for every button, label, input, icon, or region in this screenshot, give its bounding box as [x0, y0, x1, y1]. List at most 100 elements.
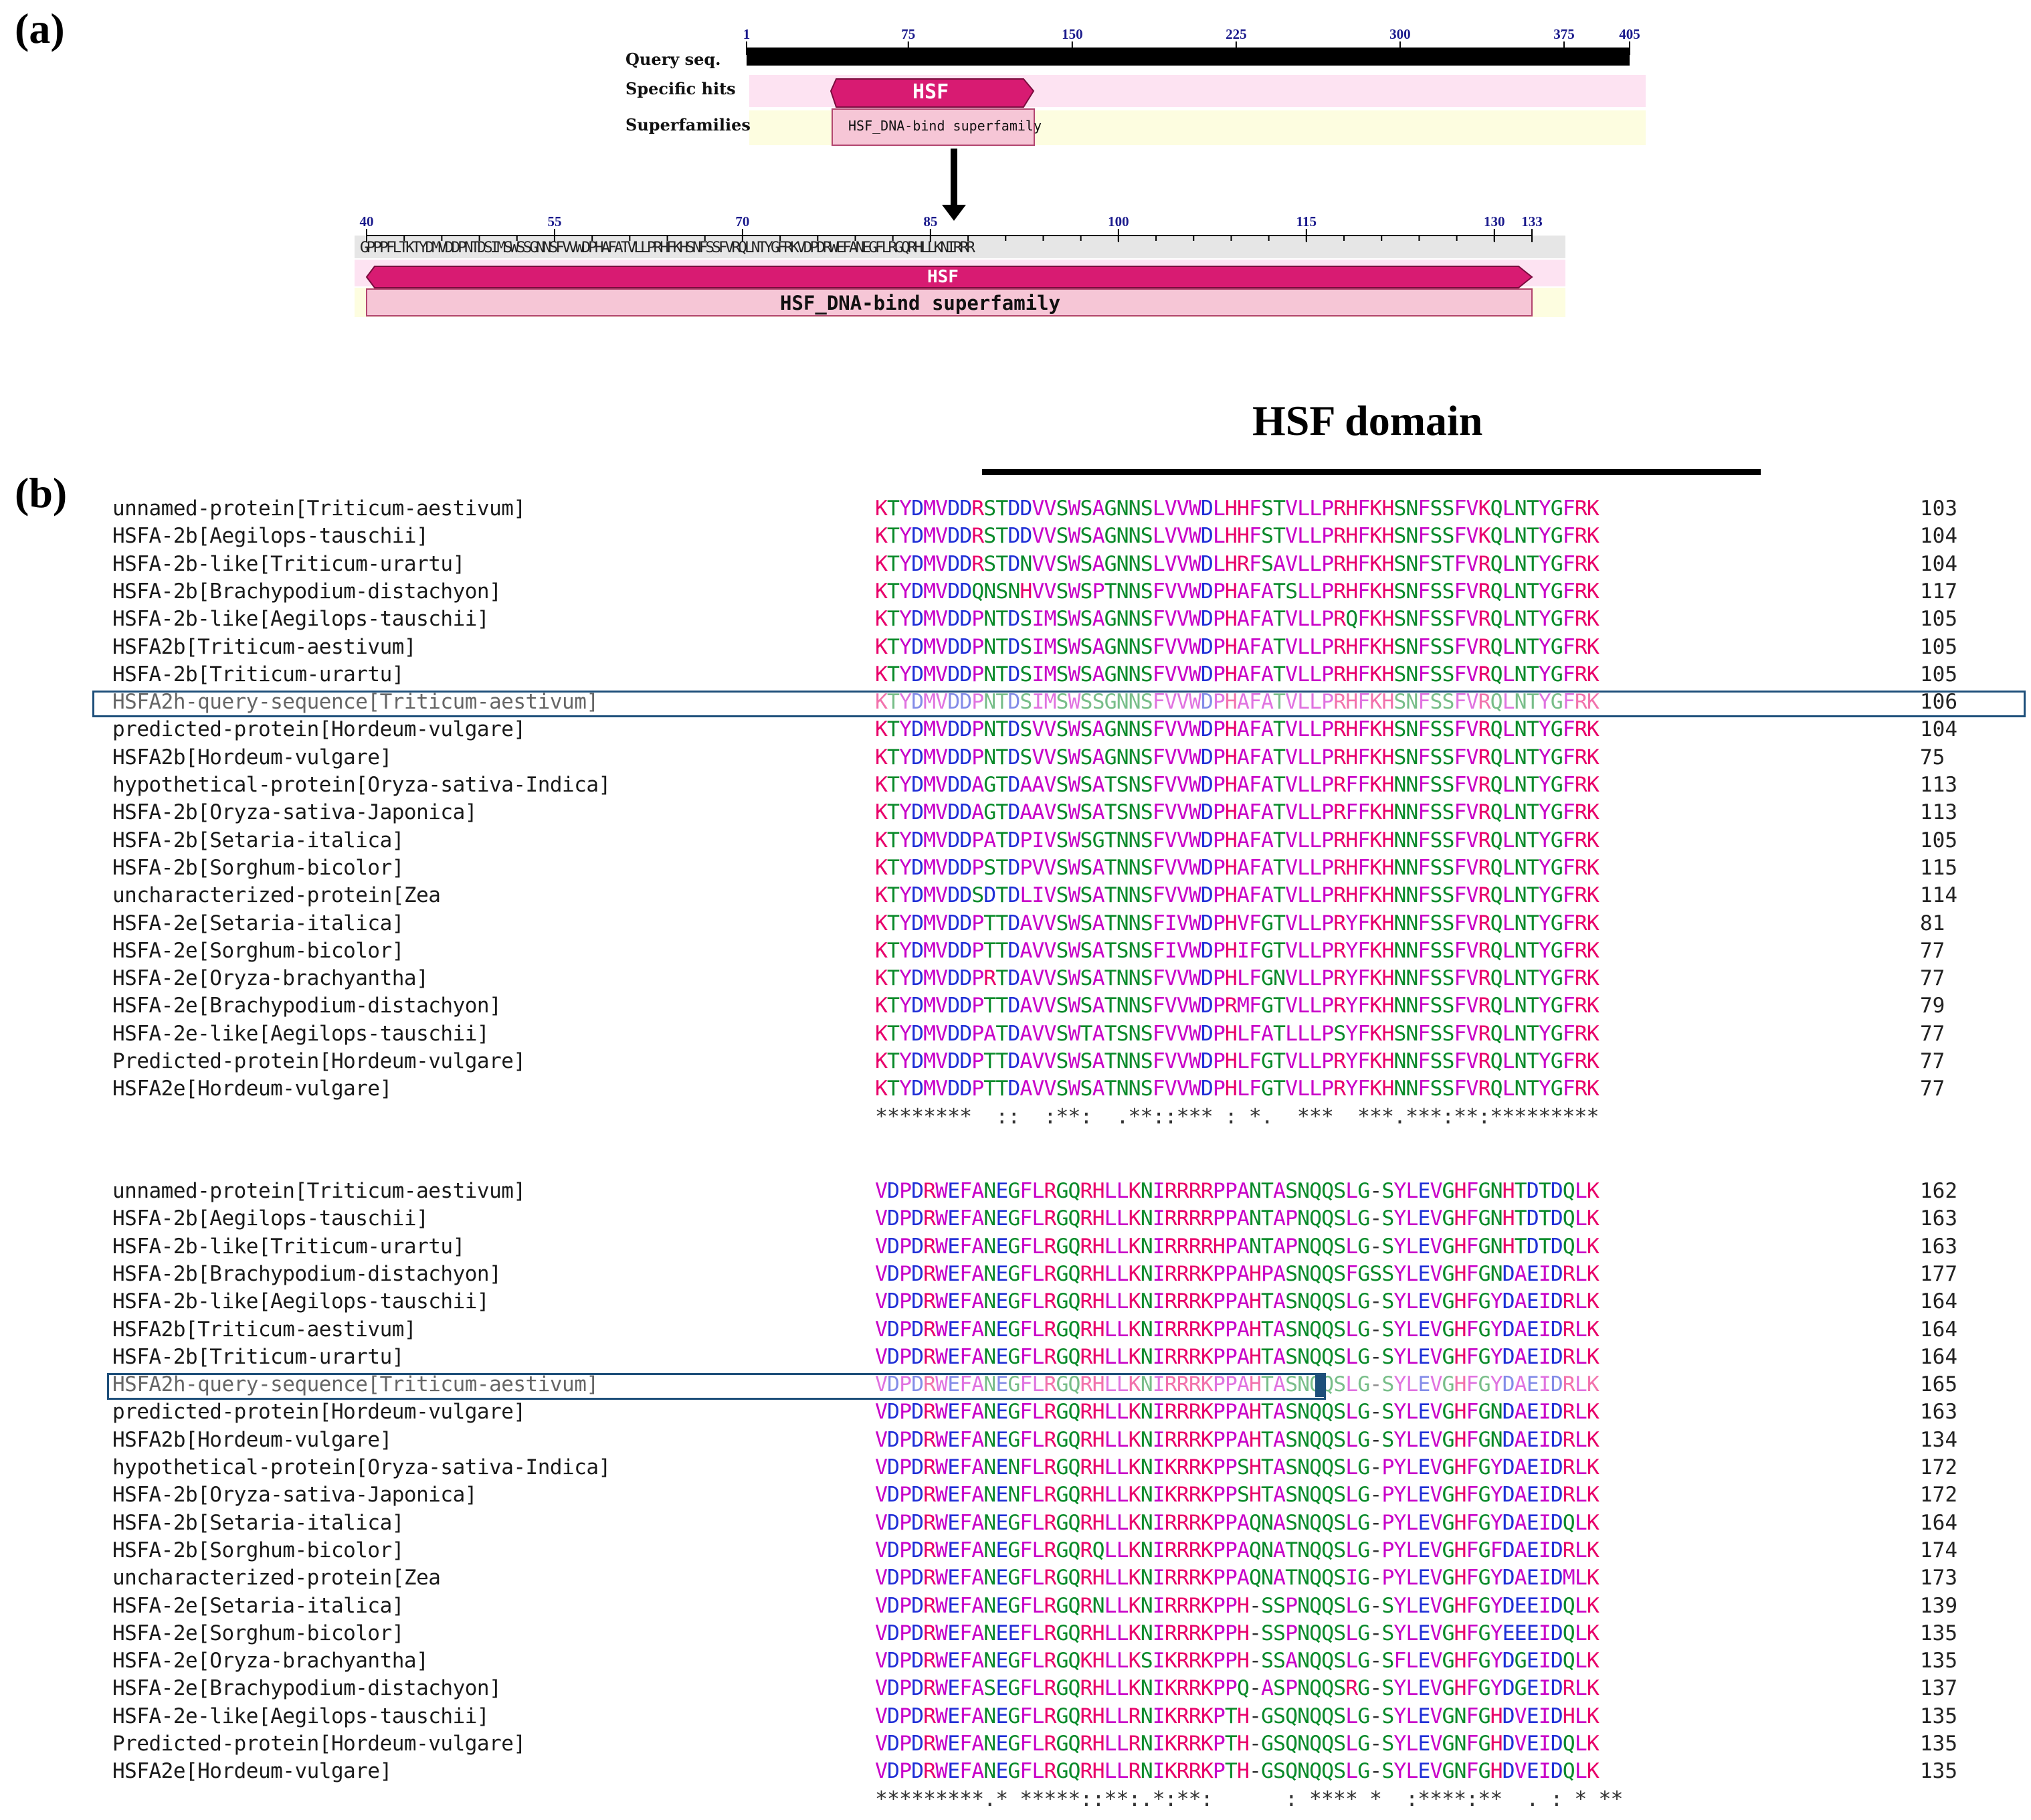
sequence-name: HSFA-2b[Oryza-sativa-Japonica]: [112, 1483, 477, 1508]
aligned-sequence: KTYDMVDDPNTDSIMSWSAGNNSFVVWDPHAFATVLLPRQ…: [875, 607, 1600, 632]
residue-position: 163: [1920, 1400, 1957, 1425]
residue-position: 113: [1920, 773, 1957, 797]
sequence-name: HSFA2b[Triticum-aestivum]: [112, 634, 417, 659]
zoom-axis: 40 55 70 85 100 115 130 133: [360, 213, 1543, 242]
sequence-name: uncharacterized-protein[Zea: [112, 1566, 441, 1590]
aligned-sequence: VDPDRWEFANEGFLRGQRHLLKNIRRRKPPAQNATNQQSI…: [875, 1566, 1600, 1590]
aligned-sequence: VDPDRWEFANEGFLRGQRHLLKNIRRRKPPAHTASNQQSL…: [875, 1289, 1600, 1314]
zoom-superfamily-bar: [366, 288, 1533, 316]
residue-position: 137: [1920, 1676, 1957, 1701]
sequence-name: HSFA-2b-like[Triticum-urartu]: [112, 551, 465, 576]
residue-position: 113: [1920, 800, 1957, 825]
consensus-line: ******** :: :**: .**::*** : *. *** ***.*…: [875, 1104, 1599, 1129]
aligned-sequence: VDPDRWEFANEGFLRGQRHLLKNIRRRKPPAQNASNQQSL…: [875, 1510, 1600, 1535]
residue-position: 103: [1920, 496, 1957, 521]
aligned-sequence: VDPDRWEFANEGFLRGQRHLLKNIRRRKPPAHTASNQQSL…: [875, 1372, 1600, 1397]
zoom-tick-label: 55: [547, 213, 561, 230]
sequence-name: HSFA-2e[Sorghum-bicolor]: [112, 1621, 404, 1645]
residue-position: 172: [1920, 1455, 1957, 1479]
sequence-name: HSFA-2b-like[Aegilops-tauschii]: [112, 607, 490, 632]
sequence-name: HSFA-2b[Brachypodium-distachyon]: [112, 1261, 502, 1286]
sequence-name: HSFA-2e-like[Aegilops-tauschii]: [112, 1021, 490, 1046]
residue-position: 139: [1920, 1593, 1957, 1618]
hsf-domain-bar: [982, 469, 1761, 475]
residue-position: 174: [1920, 1538, 1957, 1562]
overview-tick-label: 300: [1389, 26, 1411, 42]
query-seq-bar: [747, 48, 1630, 66]
aligned-sequence: VDPDRWEFANEGFLRGQRHLLRNIKRRKPTH-GSQNQQSL…: [875, 1704, 1600, 1728]
sequence-name: HSFA2b[Triticum-aestivum]: [112, 1317, 417, 1342]
residue-position: 135: [1920, 1704, 1957, 1728]
sequence-name: HSFA-2b[Oryza-sativa-Japonica]: [112, 800, 477, 825]
aligned-sequence: KTYDMVDDAGTDAAVSWSATSNSFVVWDPHAFATVLLPRF…: [875, 773, 1600, 797]
aligned-sequence: VDPDRWEFANEGFLRGQRHLLRNIKRRKPTH-GSQNQQSL…: [875, 1732, 1600, 1756]
aligned-sequence: VDPDRWEFANEGFLRGQKHLLKSIKRRKPPH-SSANQQSL…: [875, 1649, 1600, 1673]
residue-position: 77: [1920, 1049, 1945, 1073]
sequence-name: HSFA-2e-like[Aegilops-tauschii]: [112, 1704, 490, 1728]
residue-position: 135: [1920, 1759, 1957, 1784]
aligned-sequence: KTYDMVDDPATDPIVSWSGTNNSFVVWDPHAFATVLLPRH…: [875, 828, 1600, 852]
aligned-sequence: KTYDMVDDPRTDAVVSWSATNNSFVVWDPHLFGNVLLPRY…: [875, 966, 1600, 991]
superfamily-bar: [832, 108, 1035, 146]
sequence-name: uncharacterized-protein[Zea: [112, 883, 441, 908]
query-highlight-box-2: [107, 1373, 1326, 1400]
aligned-sequence: KTYDMVDDPTTDAVVSWSATNNSFVVWDPHLFGTVLLPRY…: [875, 1049, 1600, 1073]
residue-position: 105: [1920, 634, 1957, 659]
residue-position: 77: [1920, 966, 1945, 991]
sequence-name: HSFA-2b[Aegilops-tauschii]: [112, 1206, 429, 1231]
zoom-tick-label: 130: [1484, 213, 1505, 230]
residue-position: 105: [1920, 662, 1957, 687]
sequence-name: HSFA-2e[Setaria-italica]: [112, 1593, 404, 1618]
aligned-sequence: VDPDRWEFANEGFLRGQRHLLRNIKRRKPTH-GSQNQQSL…: [875, 1759, 1600, 1784]
residue-position: 105: [1920, 607, 1957, 632]
sequence-name: HSFA2e[Hordeum-vulgare]: [112, 1077, 392, 1101]
aligned-sequence: KTYDMVDDPTTDAVVSWSATNNSFVVWDPRMFGTVLLPRY…: [875, 994, 1600, 1018]
overview-tick-label: 405: [1619, 26, 1640, 42]
panel-b-label: (b): [15, 469, 68, 517]
sequence-name: HSFA2e[Hordeum-vulgare]: [112, 1759, 392, 1784]
aligned-sequence: VDPDRWEFANEEFLRGQRHLLKNIRRRKPPH-SSPNQQSL…: [875, 1621, 1600, 1645]
zoom-tick-label: 133: [1521, 213, 1543, 230]
residue-position: 115: [1920, 855, 1957, 880]
sequence-name: HSFA-2b[Aegilops-tauschii]: [112, 524, 429, 549]
residue-position: 163: [1920, 1234, 1957, 1259]
residue-position: 164: [1920, 1317, 1957, 1342]
panel-a-label: (a): [15, 5, 65, 52]
aligned-sequence: KTYDMVDDQNSNHVVSWSPTNNSFVVWDPHAFATSLLPRH…: [875, 579, 1600, 604]
sequence-name: Predicted-protein[Hordeum-vulgare]: [112, 1049, 526, 1073]
zoom-tick-label: 100: [1108, 213, 1129, 230]
zoom-hsf-hit-bar: [365, 266, 1533, 288]
sequence-name: HSFA-2e[Sorghum-bicolor]: [112, 938, 404, 963]
sequence-name: HSFA-2e[Brachypodium-distachyon]: [112, 1676, 502, 1701]
aligned-sequence: KTYDMVDDPNTDSVVSWSAGNNSFVVWDPHAFATVLLPRH…: [875, 717, 1600, 742]
sequence-name: HSFA2b[Hordeum-vulgare]: [112, 745, 392, 769]
residue-position: 77: [1920, 1077, 1945, 1101]
aligned-sequence: KTYDMVDDRSTDDVVSWSAGNNSLVVWDLHHFSTVLLPRH…: [875, 496, 1600, 521]
sequence-name: HSFA-2b-like[Triticum-urartu]: [112, 1234, 465, 1259]
aligned-sequence: VDPDRWEFANEGFLRGQRQLLKNIRRRKPPAQNATNQQSL…: [875, 1538, 1600, 1562]
zoom-hsf-label: HSF: [927, 267, 959, 287]
aligned-sequence: VDPDRWEFANEGFLRGQRHLLKNIRRRKPPAHTASNQQSL…: [875, 1317, 1600, 1342]
query-highlight-box-1: [92, 691, 2026, 717]
sequence-name: HSFA-2b[Setaria-italica]: [112, 828, 404, 852]
row-label-specific-hits: Specific hits: [625, 79, 736, 98]
aligned-sequence: KTYDMVDDPTTDAVVSWSATSNSFIVWDPHIFGTVLLPRY…: [875, 938, 1600, 963]
residue-position: 165: [1920, 1372, 1957, 1397]
overview-tick-label: 225: [1226, 26, 1247, 42]
residue-position: 105: [1920, 828, 1957, 852]
residue-position: 79: [1920, 994, 1945, 1018]
sequence-name: HSFA2b[Hordeum-vulgare]: [112, 1427, 392, 1452]
residue-position: 135: [1920, 1621, 1957, 1645]
overview-tick-label: 1: [743, 26, 751, 42]
residue-position: 104: [1920, 551, 1957, 576]
sequence-name: hypothetical-protein[Oryza-sativa-Indica…: [112, 773, 611, 797]
aligned-sequence: VDPDRWEFANENFLRGQRHLLKNIKRRKPPSHTASNQQSL…: [875, 1455, 1600, 1479]
aligned-sequence: KTYDMVDDPSTDPVVSWSATNNSFVVWDPHAFATVLLPRH…: [875, 855, 1600, 880]
residue-position: 135: [1920, 1732, 1957, 1756]
zoom-superfamily-label: HSF_DNA-bind superfamily: [780, 292, 1061, 314]
sequence-name: hypothetical-protein[Oryza-sativa-Indica…: [112, 1455, 611, 1479]
aligned-sequence: VDPDRWEFASEGFLRGQRHLLKNIKRRKPPQ-ASPNQQSR…: [875, 1676, 1600, 1701]
overview-tick-label: 75: [901, 26, 915, 42]
aligned-sequence: KTYDMVDDPTTDAVVSWSATNNSFIVWDPHVFGTVLLPRY…: [875, 911, 1600, 935]
sequence-name: HSFA-2b[Triticum-urartu]: [112, 1344, 404, 1369]
